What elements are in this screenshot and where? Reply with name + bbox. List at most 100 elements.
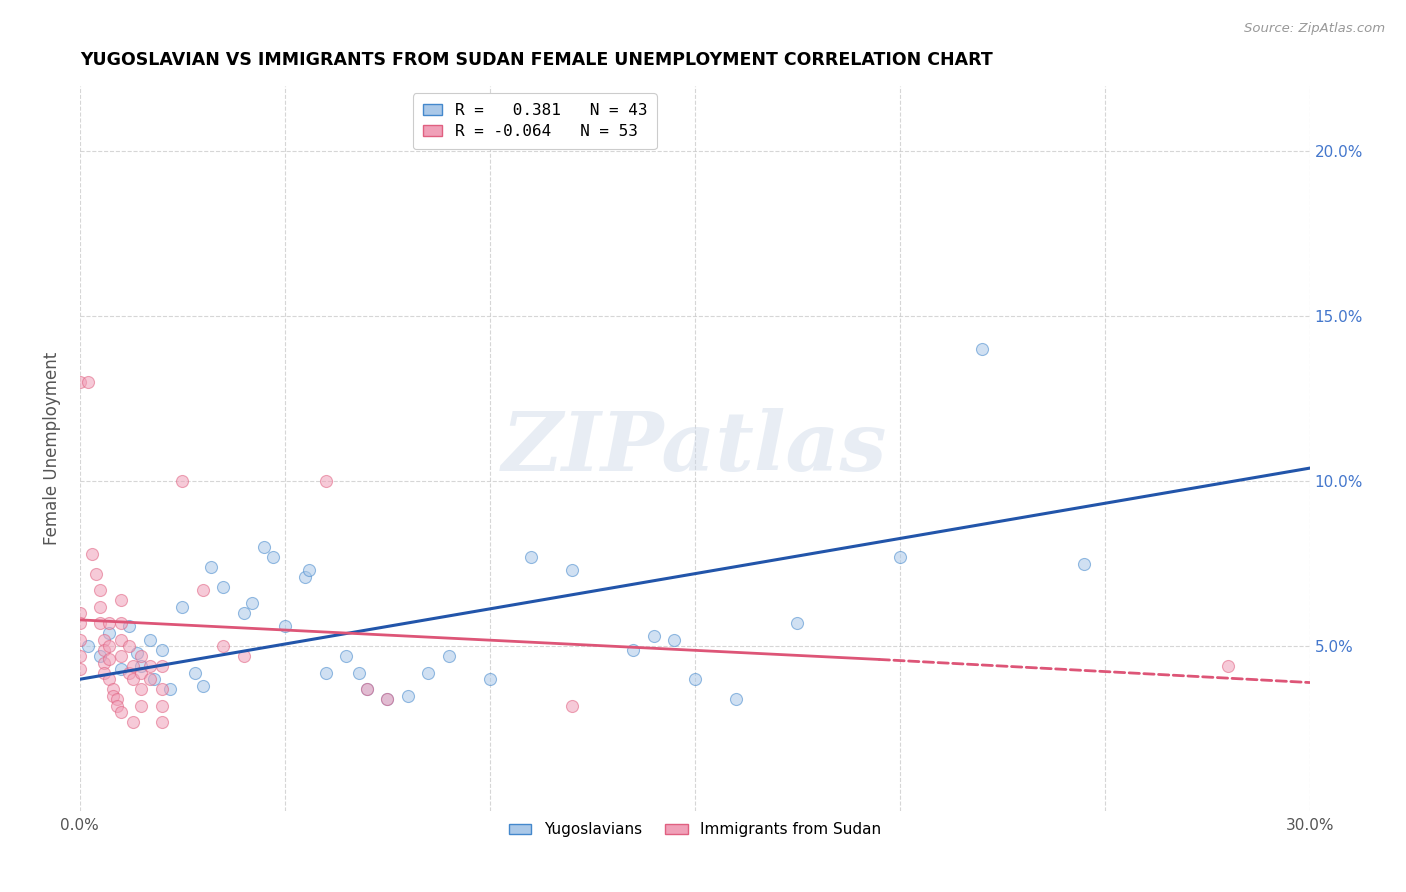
Point (131, 698, 153, 713)
Point (396, 689, 419, 703)
Point (970, 343, 993, 357)
Point (142, 672, 165, 686)
Point (183, 665, 205, 680)
Point (315, 665, 337, 680)
Point (150, 698, 173, 713)
Point (138, 672, 160, 686)
Point (110, 616, 132, 631)
Point (110, 662, 132, 676)
Point (375, 692, 398, 706)
Point (375, 692, 398, 706)
Point (150, 642, 173, 657)
Point (335, 649, 357, 664)
Point (356, 682, 378, 697)
Point (82, 547, 104, 561)
Point (105, 698, 128, 713)
Point (118, 619, 141, 633)
Legend: Yugoslavians, Immigrants from Sudan: Yugoslavians, Immigrants from Sudan (502, 816, 887, 844)
Point (683, 672, 706, 686)
Point (122, 672, 145, 686)
Point (69, 632, 91, 647)
Point (1216, 659, 1239, 673)
Point (89, 616, 111, 631)
Point (127, 646, 149, 660)
Point (97, 626, 120, 640)
Point (786, 616, 808, 631)
Point (150, 682, 173, 697)
Point (621, 642, 644, 657)
Point (110, 593, 132, 607)
Point (105, 692, 128, 706)
Point (77, 640, 100, 654)
Point (131, 665, 153, 680)
Point (240, 596, 263, 610)
Point (122, 659, 145, 673)
Point (89, 583, 111, 598)
Point (262, 550, 284, 565)
Point (1073, 557, 1095, 571)
Point (150, 659, 173, 673)
Point (200, 560, 222, 574)
Point (69, 662, 91, 676)
Text: Source: ZipAtlas.com: Source: ZipAtlas.com (1244, 22, 1385, 36)
Point (122, 715, 145, 730)
Point (131, 649, 153, 664)
Point (69, 616, 91, 631)
Point (294, 570, 316, 584)
Point (298, 563, 321, 577)
Point (97, 616, 120, 631)
Point (347, 665, 370, 680)
Point (889, 550, 911, 565)
Point (97, 640, 120, 654)
Point (138, 659, 160, 673)
Point (110, 705, 132, 719)
Point (253, 541, 276, 555)
Point (520, 550, 543, 565)
Point (69, 376, 91, 390)
Point (101, 682, 124, 697)
Point (172, 599, 194, 614)
Point (101, 689, 124, 703)
Point (232, 607, 254, 621)
Text: YUGOSLAVIAN VS IMMIGRANTS FROM SUDAN FEMALE UNEMPLOYMENT CORRELATION CHART: YUGOSLAVIAN VS IMMIGRANTS FROM SUDAN FEM… (80, 51, 993, 69)
Point (561, 563, 583, 577)
Point (110, 632, 132, 647)
Point (561, 698, 583, 713)
Point (150, 715, 173, 730)
Point (93, 642, 115, 657)
Point (77, 376, 100, 390)
Point (232, 649, 254, 664)
Point (172, 475, 194, 489)
Point (138, 632, 160, 647)
Point (212, 580, 235, 594)
Point (191, 583, 214, 598)
Y-axis label: Female Unemployment: Female Unemployment (44, 351, 60, 545)
Point (131, 659, 153, 673)
Point (643, 629, 665, 643)
Point (356, 682, 378, 697)
Point (274, 619, 297, 633)
Point (84, 566, 107, 581)
Point (89, 599, 111, 614)
Point (93, 632, 115, 647)
Point (664, 632, 686, 647)
Point (315, 475, 337, 489)
Point (69, 649, 91, 664)
Point (418, 665, 440, 680)
Point (212, 640, 235, 654)
Point (118, 640, 141, 654)
Point (93, 656, 115, 670)
Point (131, 682, 153, 697)
Point (437, 649, 460, 664)
Point (118, 665, 141, 680)
Point (110, 649, 132, 664)
Point (97, 672, 120, 686)
Point (191, 679, 214, 693)
Point (93, 665, 115, 680)
Point (724, 692, 747, 706)
Point (89, 649, 111, 664)
Text: ZIPatlas: ZIPatlas (502, 409, 887, 488)
Point (159, 682, 181, 697)
Point (69, 607, 91, 621)
Point (97, 652, 120, 666)
